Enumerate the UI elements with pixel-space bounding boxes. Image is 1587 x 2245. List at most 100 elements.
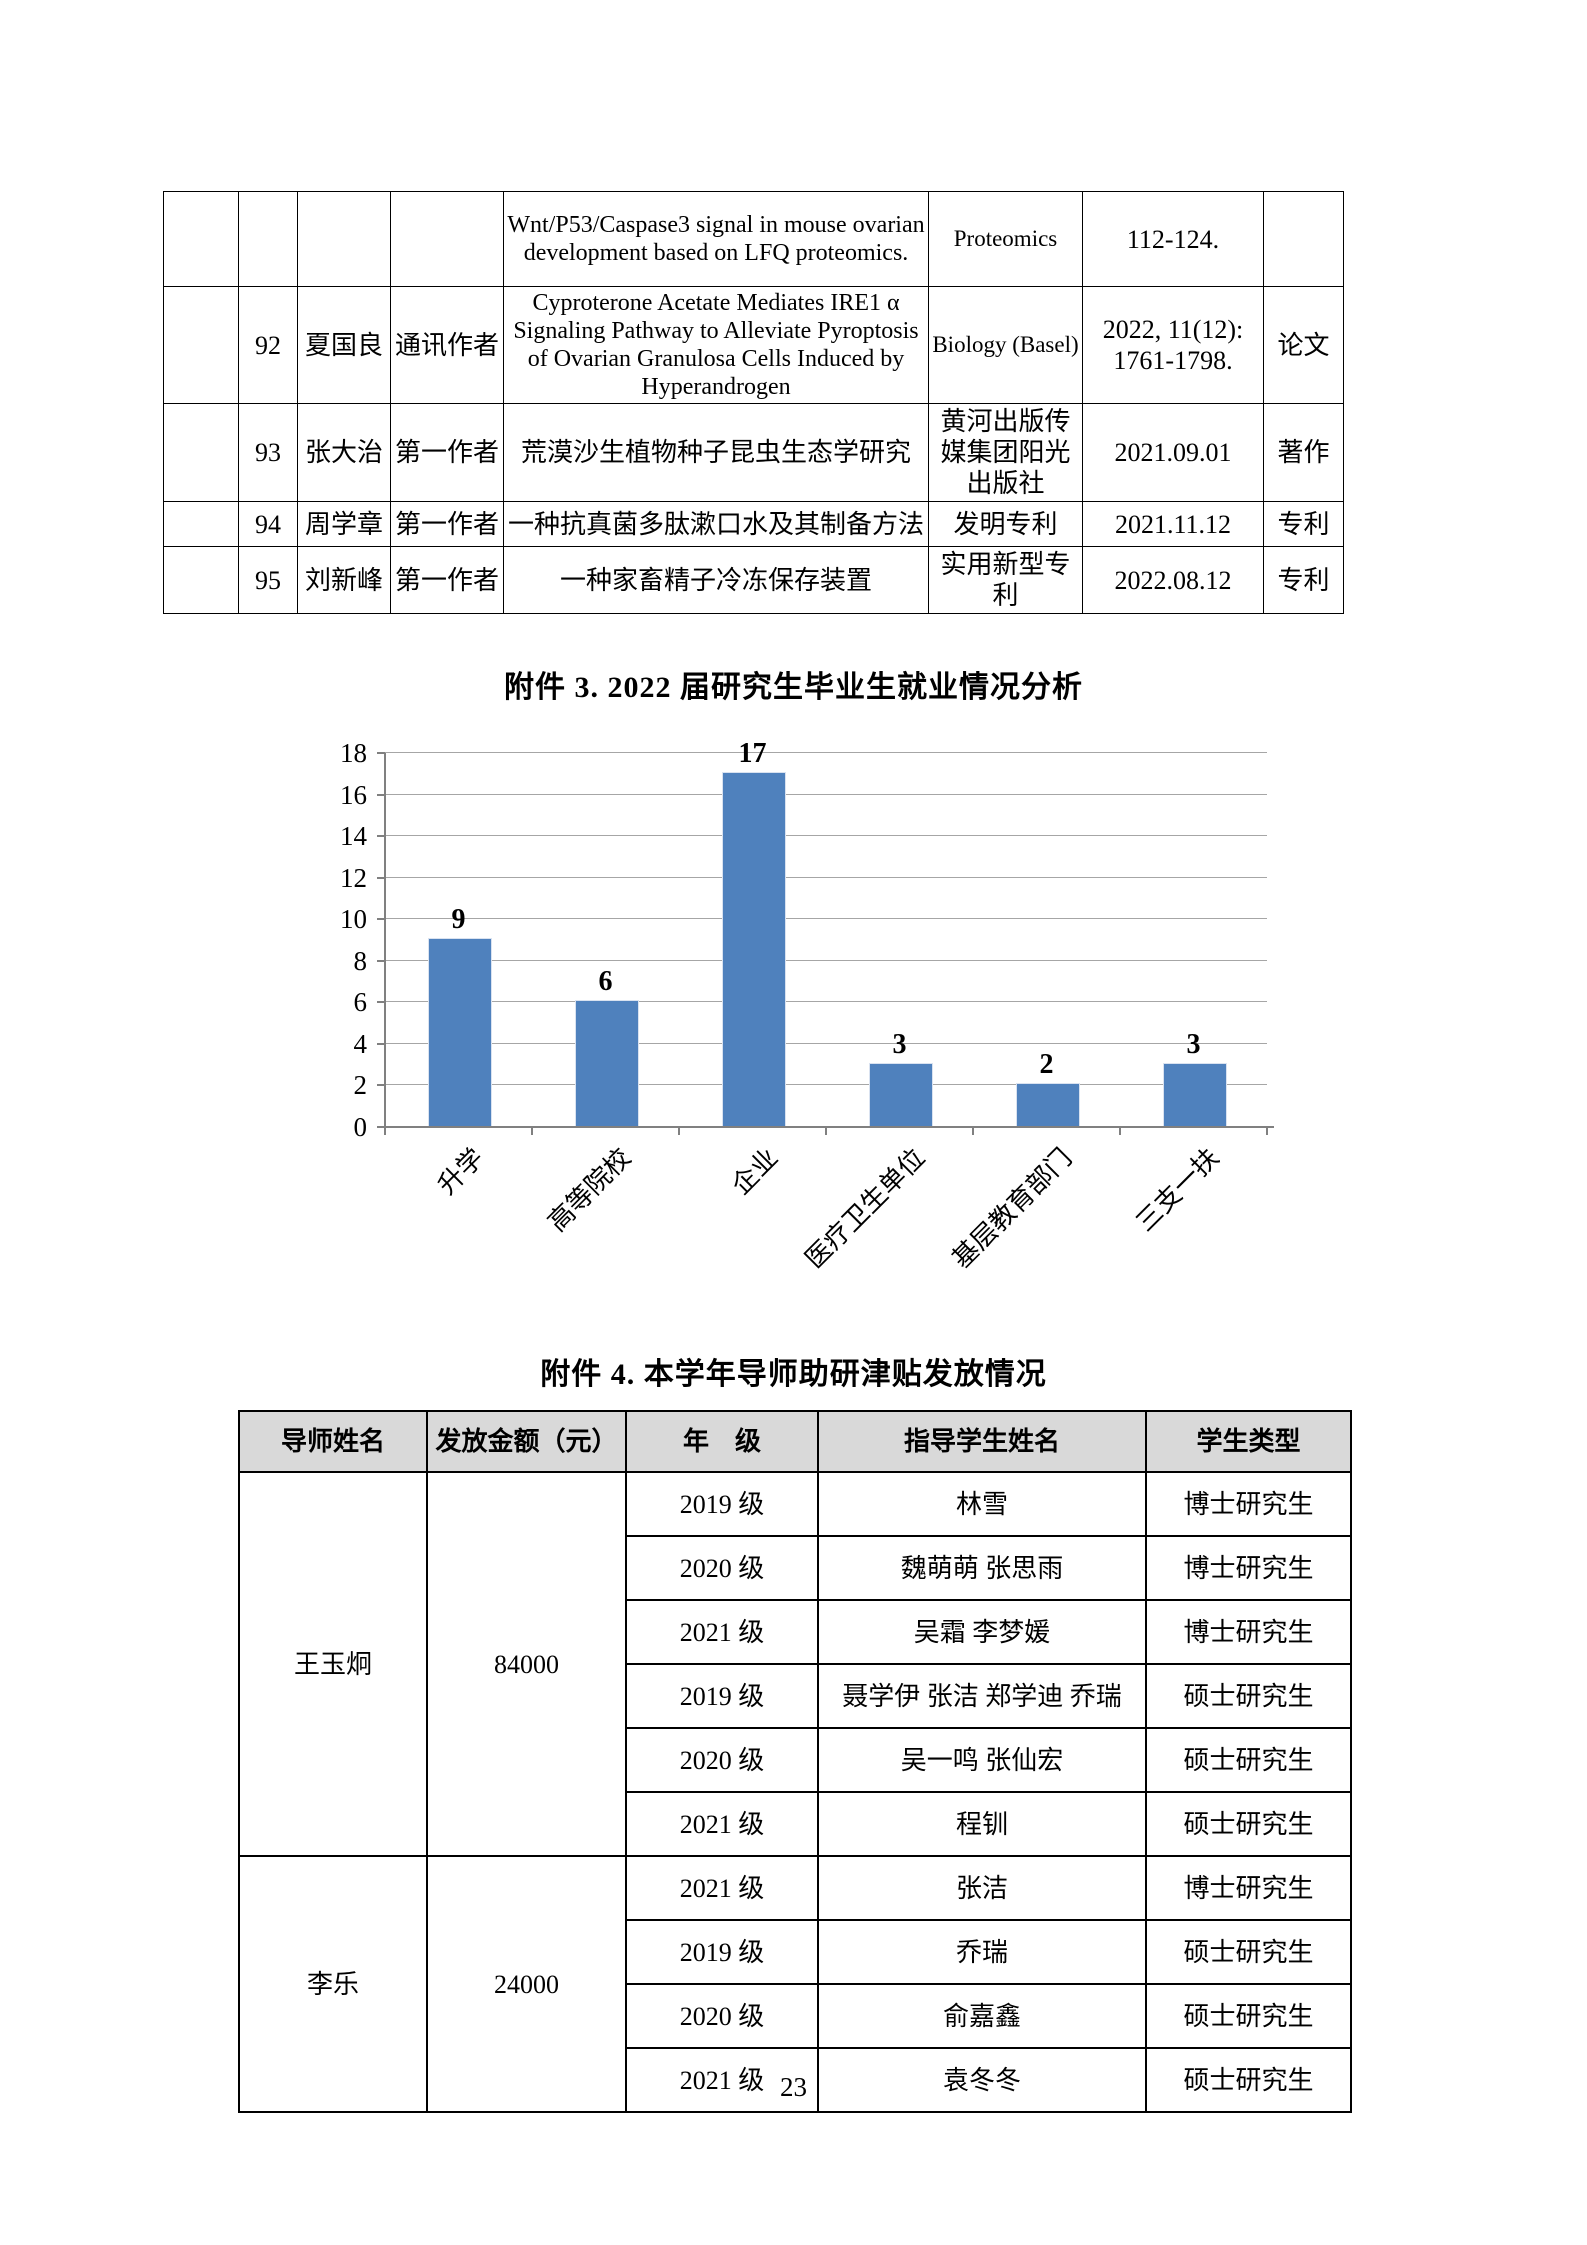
stipend-header-cell: 年 级 <box>625 1410 819 1473</box>
pub-cell-title: 一种家畜精子冷冻保存装置 <box>503 546 929 614</box>
pub-cell-title: 一种抗真菌多肽漱口水及其制备方法 <box>503 501 929 547</box>
chart-bar <box>721 771 786 1126</box>
pub-cell-blank <box>163 546 239 614</box>
chart-x-tick <box>825 1127 827 1135</box>
chart-y-label: 6 <box>353 987 368 1018</box>
pub-row: 93 张大治 第一作者 荒漠沙生植物种子昆虫生态学研究 黄河出版传媒集团阳光出版社 202… <box>163 403 1344 502</box>
stipend-cell-grade: 2019 级 <box>625 1471 819 1537</box>
stipend-cell-grade: 2020 级 <box>625 1727 819 1793</box>
stipend-cell-students: 聂学伊 张洁 郑学迪 乔瑞 <box>817 1663 1147 1729</box>
stipend-row: 2020 级俞嘉鑫 硕士研究生 <box>239 1983 1352 2049</box>
stipend-cell-grade: 2021 级 <box>625 1855 819 1921</box>
pub-cell-role <box>390 191 504 287</box>
stipend-cell-students: 吴一鸣 张仙宏 <box>817 1727 1147 1793</box>
stipend-cell-advisor: 李乐 <box>238 1855 428 2113</box>
chart-y-tick <box>377 1001 385 1004</box>
pub-cell-blank <box>163 191 239 287</box>
stipend-header-cell: 发放金额（元） <box>426 1410 627 1473</box>
pub-cell-info: 2022, 11(12): 1761-1798. <box>1082 286 1264 404</box>
stipend-table: 导师姓名 发放金额（元）年 级指导学生姓名 学生类型 王玉炯 84000 2019 级林… <box>238 1410 1352 2113</box>
stipend-cell-type: 硕士研究生 <box>1145 1663 1352 1729</box>
stipend-row: 2020 级吴一鸣 张仙宏 硕士研究生 <box>239 1727 1352 1793</box>
stipend-cell-type: 博士研究生 <box>1145 1471 1352 1537</box>
pub-cell-seq: 93 <box>238 403 298 502</box>
pub-cell-info: 2021.09.01 <box>1082 403 1264 502</box>
pub-cell-blank <box>163 286 239 404</box>
chart-y-tick <box>377 752 385 754</box>
attachment3-title: 附件 3. 2022 届研究生毕业生就业情况分析 <box>504 671 1083 704</box>
stipend-cell-type: 硕士研究生 <box>1145 1983 1352 2049</box>
chart-x-tick <box>1266 1127 1268 1135</box>
attachment4-title: 附件 4. 本学年导师助研津贴发放情况 <box>540 1358 1047 1391</box>
chart-bar <box>427 938 492 1126</box>
pub-cell-seq: 94 <box>238 501 298 547</box>
chart-gridline <box>385 752 1267 753</box>
stipend-cell-students: 魏萌萌 张思雨 <box>817 1535 1147 1601</box>
stipend-cell-students: 张洁 <box>817 1855 1147 1921</box>
pub-cell-info: 112-124. <box>1082 191 1264 287</box>
chart-bar <box>574 1000 639 1126</box>
stipend-cell-grade: 2020 级 <box>625 1983 819 2049</box>
chart-gridline <box>385 793 1267 795</box>
chart-gridline <box>385 1084 1267 1086</box>
pub-cell-venue: 实用新型专利 <box>928 546 1083 614</box>
pub-cell-role: 第一作者 <box>390 403 504 502</box>
chart-bar <box>1015 1083 1080 1126</box>
stipend-cell-type: 博士研究生 <box>1145 1855 1352 1921</box>
chart-x-tick <box>1119 1127 1121 1135</box>
stipend-cell-type: 硕士研究生 <box>1145 1791 1352 1857</box>
chart-y-label: 0 <box>353 1112 368 1142</box>
stipend-row: 2021 级程钏 硕士研究生 <box>239 1791 1352 1857</box>
chart-bar-label: 6 <box>598 966 613 998</box>
chart-y-tick <box>377 1042 385 1045</box>
pub-cell-title: Wnt/P53/Caspase3 signal in mouse ovarian… <box>503 191 929 287</box>
stipend-cell-grade: 2021 级 <box>625 1599 819 1665</box>
stipend-row: 王玉炯 84000 2019 级林雪 博士研究生 <box>238 1471 1352 1857</box>
pub-row: 94 周学章 第一作者 一种抗真菌多肽漱口水及其制备方法 发明专利 2021.11.12 专… <box>163 501 1344 547</box>
chart-y-tick <box>377 876 385 879</box>
stipend-cell-students: 乔瑞 <box>817 1919 1147 1985</box>
chart-y-label: 14 <box>340 821 367 852</box>
stipend-row: 2019 级聂学伊 张洁 郑学迪 乔瑞 硕士研究生 <box>239 1663 1352 1729</box>
stipend-header-cell: 指导学生姓名 <box>817 1410 1147 1473</box>
pub-cell-category: 著作 <box>1263 403 1344 502</box>
stipend-row: 2021 级袁冬冬 硕士研究生 <box>239 2047 1352 2113</box>
pub-cell-venue: Biology (Basel) <box>928 286 1083 404</box>
chart-y-tick <box>377 1084 385 1087</box>
stipend-cell-grade: 2020 级 <box>625 1535 819 1601</box>
chart-y-label: 12 <box>340 862 367 893</box>
pub-cell-category <box>1263 191 1344 287</box>
chart-y-label: 10 <box>340 904 367 935</box>
chart-y-axis <box>384 753 386 1128</box>
stipend-cell-type: 硕士研究生 <box>1145 1919 1352 1985</box>
pub-cell-category: 专利 <box>1263 546 1344 614</box>
stipend-cell-grade: 2021 级 <box>625 2047 819 2113</box>
pub-cell-seq <box>238 191 298 287</box>
pub-cell-category: 论文 <box>1263 286 1344 404</box>
chart-y-label: 18 <box>340 738 367 768</box>
chart-x-tick <box>972 1127 974 1135</box>
chart-y-tick <box>377 1126 385 1128</box>
stipend-cell-advisor: 王玉炯 <box>238 1471 428 1857</box>
pub-cell-title: 荒漠沙生植物种子昆虫生态学研究 <box>503 403 929 502</box>
pub-cell-info: 2022.08.12 <box>1082 546 1264 614</box>
chart-bar-label: 9 <box>451 904 466 935</box>
stipend-cell-type: 博士研究生 <box>1145 1535 1352 1601</box>
chart-y-tick <box>377 959 385 962</box>
employment-bar-chart: 0 2 4 6 8 10 12 14 16 18 9 升学 6 高等院校 17 企业 3 医疗卫生单位 2 基层教育部… <box>340 738 1274 1274</box>
chart-bar-label: 2 <box>1039 1049 1054 1081</box>
chart-bar <box>1162 1062 1227 1126</box>
stipend-cell-amount: 24000 <box>426 1855 627 2113</box>
stipend-header-cell: 学生类型 <box>1145 1410 1352 1473</box>
pub-cell-author: 张大治 <box>297 403 391 502</box>
pub-cell-venue: Proteomics <box>928 191 1083 287</box>
publications-table: Wnt/P53/Caspase3 signal in mouse ovarian… <box>163 191 1344 614</box>
page-number: 23 <box>780 2072 807 2102</box>
stipend-cell-type: 硕士研究生 <box>1145 2047 1352 2113</box>
chart-gridline <box>385 876 1267 878</box>
pub-cell-author: 周学章 <box>297 501 391 547</box>
stipend-row: 2020 级魏萌萌 张思雨 博士研究生 <box>239 1535 1352 1601</box>
pub-cell-seq: 92 <box>238 286 298 404</box>
chart-y-label: 2 <box>353 1070 368 1101</box>
